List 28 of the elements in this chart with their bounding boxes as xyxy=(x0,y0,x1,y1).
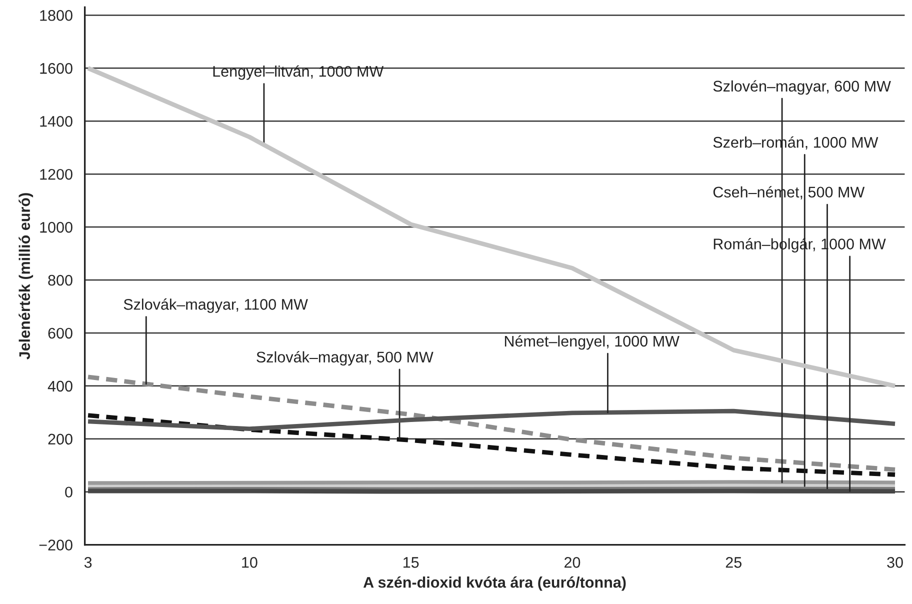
y-tick-label: 1200 xyxy=(40,168,72,180)
y-tick-label: 1000 xyxy=(40,222,72,233)
x-axis-title: A szén-dioxid kvóta ára (euró/tonna) xyxy=(363,576,626,591)
text: Szlovák–magyar, 1100 MW xyxy=(124,298,308,313)
y-tick-label: 1800 xyxy=(40,10,72,21)
y-tick-label: 200 xyxy=(48,434,72,445)
x-tick-label: 20 xyxy=(564,557,580,568)
line-series xyxy=(86,66,898,388)
text: Lengyel–litván, 1000 MW xyxy=(213,65,384,80)
x-tick-label: 15 xyxy=(404,557,419,568)
x-tick-label: 30 xyxy=(887,557,903,568)
y-tick-label: 800 xyxy=(48,274,72,286)
y-tick-label: 1400 xyxy=(40,116,72,127)
y-tick-label: 400 xyxy=(48,380,72,392)
line-series xyxy=(86,374,898,472)
y-axis-title: Jelenérték (millió euró) xyxy=(18,193,34,360)
y-tick-label: 1600 xyxy=(40,63,72,74)
line-series xyxy=(86,408,898,432)
line-series xyxy=(86,413,898,477)
text: Szlovák–magyar, 500 MW xyxy=(256,351,434,366)
x-tick-label: 10 xyxy=(242,557,258,568)
text: Német–lengyel, 1000 MW xyxy=(504,335,680,350)
y-tick-label: 0 xyxy=(65,486,72,498)
text: Szlovén–magyar, 600 MW xyxy=(713,80,891,95)
x-tick-label: 3 xyxy=(84,557,92,568)
y-tick-label: 600 xyxy=(48,328,72,339)
y-tick-label: −200 xyxy=(39,540,72,550)
x-tick-label: 25 xyxy=(726,557,742,568)
